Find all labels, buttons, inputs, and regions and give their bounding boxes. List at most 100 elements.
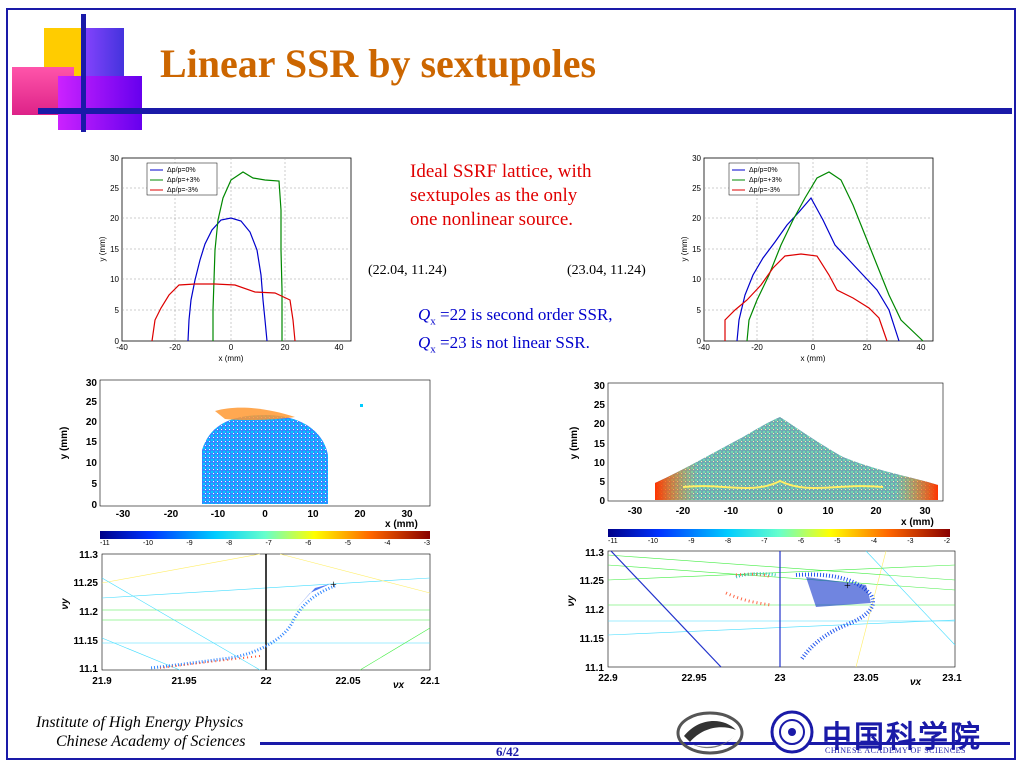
svg-text:22: 22	[260, 676, 272, 687]
y-axis-label: y (mm)	[680, 236, 689, 261]
institute-name: Institute of High Energy Physics Chinese…	[36, 713, 245, 751]
colorbar-ticks-right: -11 -10 -9 -8 -7 -6 -5 -4 -3 -2	[608, 538, 950, 545]
series-dp-plus3	[212, 171, 283, 341]
y-ticks: 0 5 10 15 20 25 30	[110, 154, 119, 346]
svg-text:11.15: 11.15	[74, 636, 99, 647]
description-line: one nonlinear source.	[410, 209, 574, 230]
svg-text:20: 20	[594, 419, 606, 430]
svg-text:20: 20	[863, 343, 872, 352]
svg-text:11.15: 11.15	[580, 634, 605, 645]
q-symbol: Q	[418, 305, 431, 324]
svg-text:-20: -20	[169, 343, 181, 352]
svg-text:5: 5	[599, 477, 605, 488]
svg-text:5: 5	[115, 306, 120, 315]
qx-note-23: Qx =23 is not linear SSR.	[418, 332, 613, 360]
stable-region	[202, 415, 328, 504]
svg-text:11.3: 11.3	[79, 550, 98, 561]
svg-text:0: 0	[599, 496, 605, 507]
svg-text:20: 20	[354, 509, 366, 520]
svg-text:23: 23	[774, 673, 786, 684]
description-line: sextupoles as the only	[410, 185, 578, 206]
svg-text:10: 10	[307, 509, 319, 520]
tune-footprint-22: + 11.1 11.15 11.2 11.25 11.3 21.9 21.95 …	[60, 550, 440, 691]
y-axis-label: y (mm)	[569, 427, 580, 460]
svg-text:20: 20	[110, 214, 119, 223]
q-subscript: x	[430, 343, 436, 356]
nominal-tune-marker: +	[844, 578, 851, 592]
svg-text:10: 10	[822, 506, 834, 517]
coord-right: (23.04, 11.24)	[567, 263, 646, 278]
colorbar-ticks-left: -11 -10 -9 -8 -7 -6 -5 -4 -3	[100, 540, 430, 547]
svg-text:-20: -20	[751, 343, 763, 352]
svg-text:0: 0	[262, 509, 268, 520]
aperture-plot-22: Δp/p=0% Δp/p=+3% Δp/p=-3% 0 5 10 15 20 2…	[98, 154, 352, 363]
series-dp-0	[187, 217, 268, 342]
svg-text:11.1: 11.1	[585, 663, 604, 674]
svg-text:10: 10	[110, 275, 119, 284]
qx-note-text: =23 is not linear SSR.	[440, 333, 590, 353]
svg-text:-20: -20	[676, 506, 691, 517]
svg-text:-20: -20	[164, 509, 179, 520]
svg-text:-30: -30	[628, 506, 643, 517]
svg-text:40: 40	[917, 343, 926, 352]
svg-text:20: 20	[86, 417, 98, 428]
slide-frame	[6, 8, 1016, 760]
svg-text:11.2: 11.2	[79, 607, 98, 618]
svg-text:20: 20	[692, 214, 701, 223]
svg-text:21.95: 21.95	[171, 676, 196, 687]
series-dp-minus3	[724, 253, 888, 342]
series-dp-minus3	[151, 283, 296, 342]
ihep-logo-icon	[676, 711, 744, 755]
qx-notes: Qx =22 is second order SSR, Qx =23 is no…	[418, 304, 613, 361]
svg-text:30: 30	[86, 378, 98, 389]
svg-text:22.05: 22.05	[335, 676, 360, 687]
svg-text:30: 30	[692, 154, 701, 163]
svg-text:10: 10	[692, 275, 701, 284]
svg-text:0: 0	[115, 337, 120, 346]
title-horizontal-rule	[38, 108, 1012, 114]
q-symbol: Q	[418, 333, 431, 353]
svg-text:30: 30	[110, 154, 119, 163]
svg-text:21.9: 21.9	[92, 676, 112, 687]
island-region	[215, 407, 295, 421]
legend-dp-plus3: Δp/p=+3%	[749, 177, 782, 184]
svg-text:11.25: 11.25	[74, 578, 99, 589]
qx-note-22: Qx =22 is second order SSR,	[418, 304, 613, 332]
svg-text:15: 15	[594, 439, 606, 450]
svg-text:0: 0	[811, 343, 816, 352]
svg-text:-10: -10	[724, 506, 739, 517]
legend-dp-minus3: Δp/p=-3%	[749, 187, 780, 194]
y-axis-label: y (mm)	[98, 236, 107, 261]
svg-text:22.95: 22.95	[681, 673, 706, 684]
svg-text:0: 0	[697, 337, 702, 346]
coord-left: (22.04, 11.24)	[368, 263, 447, 278]
svg-text:-10: -10	[211, 509, 226, 520]
svg-text:30: 30	[401, 509, 413, 520]
footer-rule	[260, 742, 1010, 745]
institute-line: Institute of High Energy Physics	[36, 714, 244, 731]
decor-purple-square	[82, 28, 124, 84]
nominal-tune-marker: +	[330, 577, 337, 591]
svg-text:15: 15	[110, 245, 119, 254]
svg-text:11.25: 11.25	[580, 576, 605, 587]
svg-text:15: 15	[692, 245, 701, 254]
x-axis-label: x (mm)	[219, 354, 244, 363]
description-line: Ideal SSRF lattice, with	[410, 161, 592, 182]
resonance-line-diag	[610, 550, 722, 668]
x-axis-label: νx	[393, 680, 405, 691]
svg-text:20: 20	[281, 343, 290, 352]
x-axis-label: x (mm)	[801, 354, 826, 363]
qx-note-text: =22 is second order SSR,	[440, 305, 613, 324]
svg-text:-40: -40	[116, 343, 128, 352]
svg-text:5: 5	[697, 306, 702, 315]
svg-text:0: 0	[229, 343, 234, 352]
svg-text:25: 25	[594, 400, 606, 411]
y-axis-label: νy	[566, 595, 577, 607]
legend-dp-0: Δp/p=0%	[167, 167, 196, 174]
svg-text:30: 30	[594, 381, 606, 392]
svg-text:-30: -30	[116, 509, 131, 520]
svg-text:-40: -40	[698, 343, 710, 352]
svg-text:0: 0	[91, 500, 97, 511]
svg-text:0: 0	[777, 506, 783, 517]
svg-text:23.05: 23.05	[853, 673, 878, 684]
